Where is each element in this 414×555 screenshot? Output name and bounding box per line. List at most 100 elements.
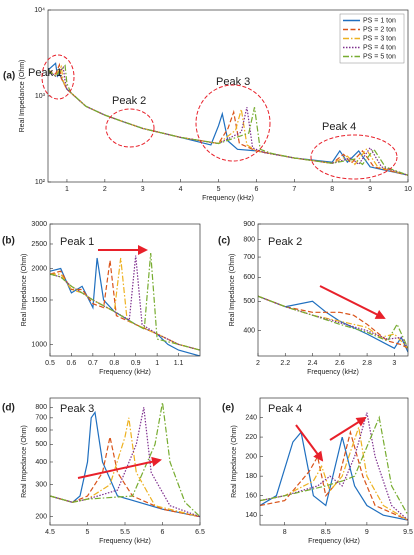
panel-label: (d): [2, 403, 15, 414]
panel-label: (a): [3, 71, 15, 82]
y-tick-label: 400: [243, 328, 255, 335]
annotation: Peak 4: [268, 403, 302, 415]
x-tick-label: 4.5: [45, 529, 55, 536]
series-line: [48, 64, 408, 176]
shift-arrow: [329, 416, 367, 441]
x-tick-label: 6.5: [195, 529, 205, 536]
x-axis-label: Frequency (kHz): [99, 538, 151, 545]
shift-arrow: [319, 285, 386, 319]
x-tick-label: 2.8: [362, 360, 372, 367]
y-tick-label: 400: [35, 459, 47, 466]
lines: [48, 62, 408, 176]
legend-box: [339, 13, 405, 64]
highlight-ellipse: [310, 134, 398, 180]
x-tick-label: 5.5: [120, 529, 130, 536]
x-tick-label: 2.2: [280, 360, 290, 367]
y-tick-label: 3000: [31, 221, 47, 228]
series-line: [50, 436, 200, 518]
y-tick-label: 300: [35, 482, 47, 489]
y-tick-label: 500: [243, 298, 255, 305]
x-tick-label: 0.7: [88, 360, 98, 367]
y-tick-label: 10⁴: [34, 7, 45, 14]
annotation: Peak 1: [60, 236, 94, 248]
y-tick-label: 900: [243, 221, 255, 228]
x-axis-label: Frequency (kHz): [307, 369, 359, 376]
y-tick-label: 2000: [31, 265, 47, 272]
series-line: [48, 64, 408, 176]
plot-area: [50, 398, 200, 525]
y-tick-label: 10²: [35, 179, 46, 186]
y-axis-label: Real Impedance (Ohm): [19, 60, 26, 133]
x-tick-label: 8.5: [321, 529, 331, 536]
y-tick-label: 1000: [31, 341, 47, 348]
x-tick-label: 0.5: [45, 360, 55, 367]
series-line: [260, 429, 408, 521]
x-tick-label: 1.1: [174, 360, 184, 367]
x-tick-label: 0.8: [109, 360, 119, 367]
y-axis-label: Real Impedance (Ohm): [21, 425, 28, 498]
x-tick-label: 3: [392, 360, 396, 367]
panel: 0.5 0.6 0.7 0.8 0.9 1 1.1 1000 1500 2000 2500 3000 F…: [2, 221, 201, 376]
highlight-ellipse: [41, 54, 75, 100]
annotation: Peak 3: [60, 403, 94, 415]
y-tick-label: 600: [243, 274, 255, 281]
lines: [258, 295, 408, 353]
panel: 8 8.5 9 9.5 140 160 180 200 220 240 Frequency (kHz…: [222, 397, 413, 545]
annotation: Peak 2: [268, 236, 302, 248]
y-tick-label: 800: [35, 404, 47, 411]
x-tick-label: 3: [141, 186, 145, 193]
panel-label: (c): [218, 236, 230, 247]
x-tick-label: 9.5: [403, 529, 413, 536]
shift-arrow: [77, 456, 162, 479]
x-axis-label: Frequency (kHz): [99, 369, 151, 376]
y-tick-label: 2500: [31, 241, 47, 248]
legend-label: PS = 5 ton: [363, 53, 396, 60]
plot-area: [260, 398, 408, 525]
axes-frame: [49, 397, 201, 526]
y-tick-label: 500: [35, 441, 47, 448]
series-line: [50, 253, 200, 351]
legend: PS = 1 ton PS = 2 ton PS = 3 ton PS = 4 ton…: [339, 13, 405, 64]
x-tick-label: 1: [155, 360, 159, 367]
x-tick-label: 0.9: [131, 360, 141, 367]
y-tick-label: 240: [245, 414, 257, 421]
x-tick-label: 0.6: [67, 360, 77, 367]
annotation: Peak 2: [112, 95, 146, 107]
y-axis-label: Real Impedance (Ohm): [231, 425, 238, 498]
axes-frame: [259, 397, 409, 526]
legend-label: PS = 1 ton: [363, 17, 396, 24]
y-tick-label: 200: [35, 514, 47, 521]
x-tick-label: 7: [292, 186, 296, 193]
y-tick-label: 140: [245, 512, 257, 519]
axes-frame: [47, 9, 409, 183]
series-line: [260, 412, 408, 521]
x-tick-label: 4: [179, 186, 183, 193]
annotation: Peak 3: [216, 76, 250, 88]
panel: 2 2.2 2.4 2.6 2.8 3 400 500 600 700 800 900 Frequenc…: [218, 221, 409, 376]
y-tick-label: 10³: [35, 93, 46, 100]
x-axis-label: Frequency (kHz): [202, 195, 254, 202]
y-tick-label: 700: [243, 254, 255, 261]
legend-label: PS = 2 ton: [363, 26, 396, 33]
y-tick-label: 160: [245, 493, 257, 500]
x-tick-label: 8: [283, 529, 287, 536]
series-line: [258, 295, 408, 349]
x-tick-label: 10: [404, 186, 412, 193]
x-tick-label: 2: [103, 186, 107, 193]
y-axis-label: Real Impedance (Ohm): [21, 254, 28, 327]
x-tick-label: 2.6: [335, 360, 345, 367]
series-line: [260, 415, 408, 516]
x-tick-label: 6: [254, 186, 258, 193]
series-line: [50, 410, 200, 518]
y-tick-label: 220: [245, 434, 257, 441]
annotation: Peak 1: [28, 67, 62, 79]
legend-label: PS = 4 ton: [363, 44, 396, 51]
x-tick-label: 2.4: [308, 360, 318, 367]
series-line: [50, 257, 200, 356]
lines: [50, 253, 200, 356]
legend-label: PS = 3 ton: [363, 35, 396, 42]
highlight-ellipse: [105, 108, 155, 148]
panel: 4.5 5 5.5 6 6.5 200 300 400 500 600 700 800 Frequenc…: [2, 397, 205, 545]
